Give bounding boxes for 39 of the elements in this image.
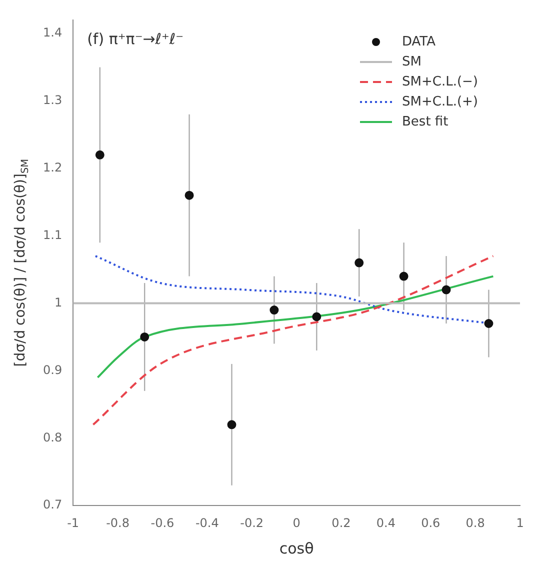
y-tick-label: 1.3 (42, 93, 62, 108)
x-tick-label: 0.2 (332, 516, 351, 530)
point (484, 319, 494, 328)
point (95, 150, 104, 160)
x-tick-label: 0.6 (421, 516, 440, 530)
point (227, 420, 236, 430)
y-tick-label: 1.1 (42, 228, 62, 242)
legend-label: DATA (402, 34, 436, 50)
y-tick-label: 0.9 (42, 362, 62, 377)
point (399, 272, 408, 281)
x-tick-label: -1 (67, 516, 80, 530)
x-tick-label: 1 (516, 516, 524, 530)
legend-label: Best fit (402, 114, 448, 130)
point (312, 312, 322, 322)
legend-label: SM+C.L.(−) (402, 74, 478, 90)
y-axis-title: [dσ/d cos(θ)] / [dσ/d cos(θ)]SM (12, 158, 31, 367)
legend-label: SM (402, 54, 422, 70)
x-tick-label: -0.8 (106, 516, 130, 530)
line-series (92, 255, 494, 426)
y-tick-label: 1 (54, 295, 62, 310)
legend-label: SM+C.L.(+) (402, 94, 478, 110)
y-tick-label: 0.7 (42, 498, 62, 512)
point (184, 190, 194, 200)
x-tick-label: 0.4 (376, 516, 396, 530)
x-tick-label: -0.2 (240, 516, 264, 530)
x-tick-label: 0 (292, 516, 300, 530)
x-tick-label: -0.6 (150, 516, 174, 530)
point (354, 258, 364, 268)
point (140, 332, 150, 342)
y-tick-label: 1.4 (42, 26, 62, 40)
annotation: (f) π⁺π⁻→ℓ⁺ℓ⁻ (87, 30, 184, 48)
y-tick-label: 0.8 (42, 430, 62, 444)
y-tick-label: 1.2 (42, 160, 62, 175)
line-series (96, 275, 494, 378)
x-axis-title: cosθ (279, 539, 314, 558)
point (442, 285, 451, 294)
x-tick-label: -0.4 (195, 516, 219, 530)
x-tick-label: 0.8 (466, 516, 485, 530)
point (270, 306, 279, 315)
